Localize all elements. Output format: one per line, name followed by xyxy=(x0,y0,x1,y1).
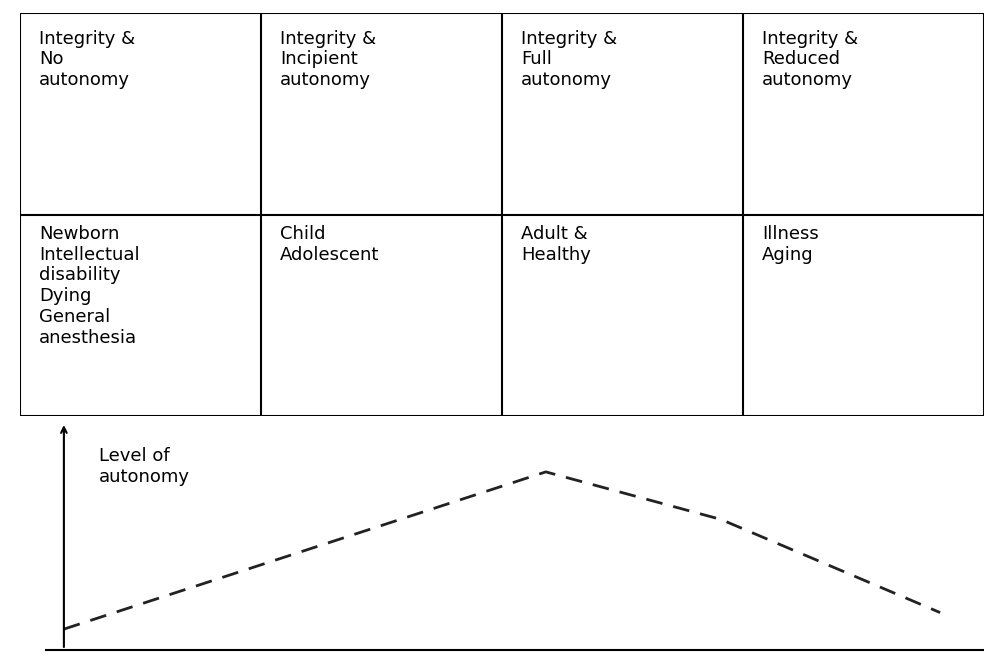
Text: Newborn
Intellectual
disability
Dying
General
anesthesia: Newborn Intellectual disability Dying Ge… xyxy=(39,225,139,347)
Text: Integrity &
Incipient
autonomy: Integrity & Incipient autonomy xyxy=(280,30,376,89)
Text: Integrity &
No
autonomy: Integrity & No autonomy xyxy=(39,30,135,89)
Text: Illness
Aging: Illness Aging xyxy=(761,225,818,264)
Text: Integrity &
Full
autonomy: Integrity & Full autonomy xyxy=(521,30,617,89)
Text: Adult &
Healthy: Adult & Healthy xyxy=(521,225,591,264)
Text: Level of
autonomy: Level of autonomy xyxy=(99,447,190,486)
Text: Child
Adolescent: Child Adolescent xyxy=(280,225,379,264)
Text: Integrity &
Reduced
autonomy: Integrity & Reduced autonomy xyxy=(761,30,858,89)
